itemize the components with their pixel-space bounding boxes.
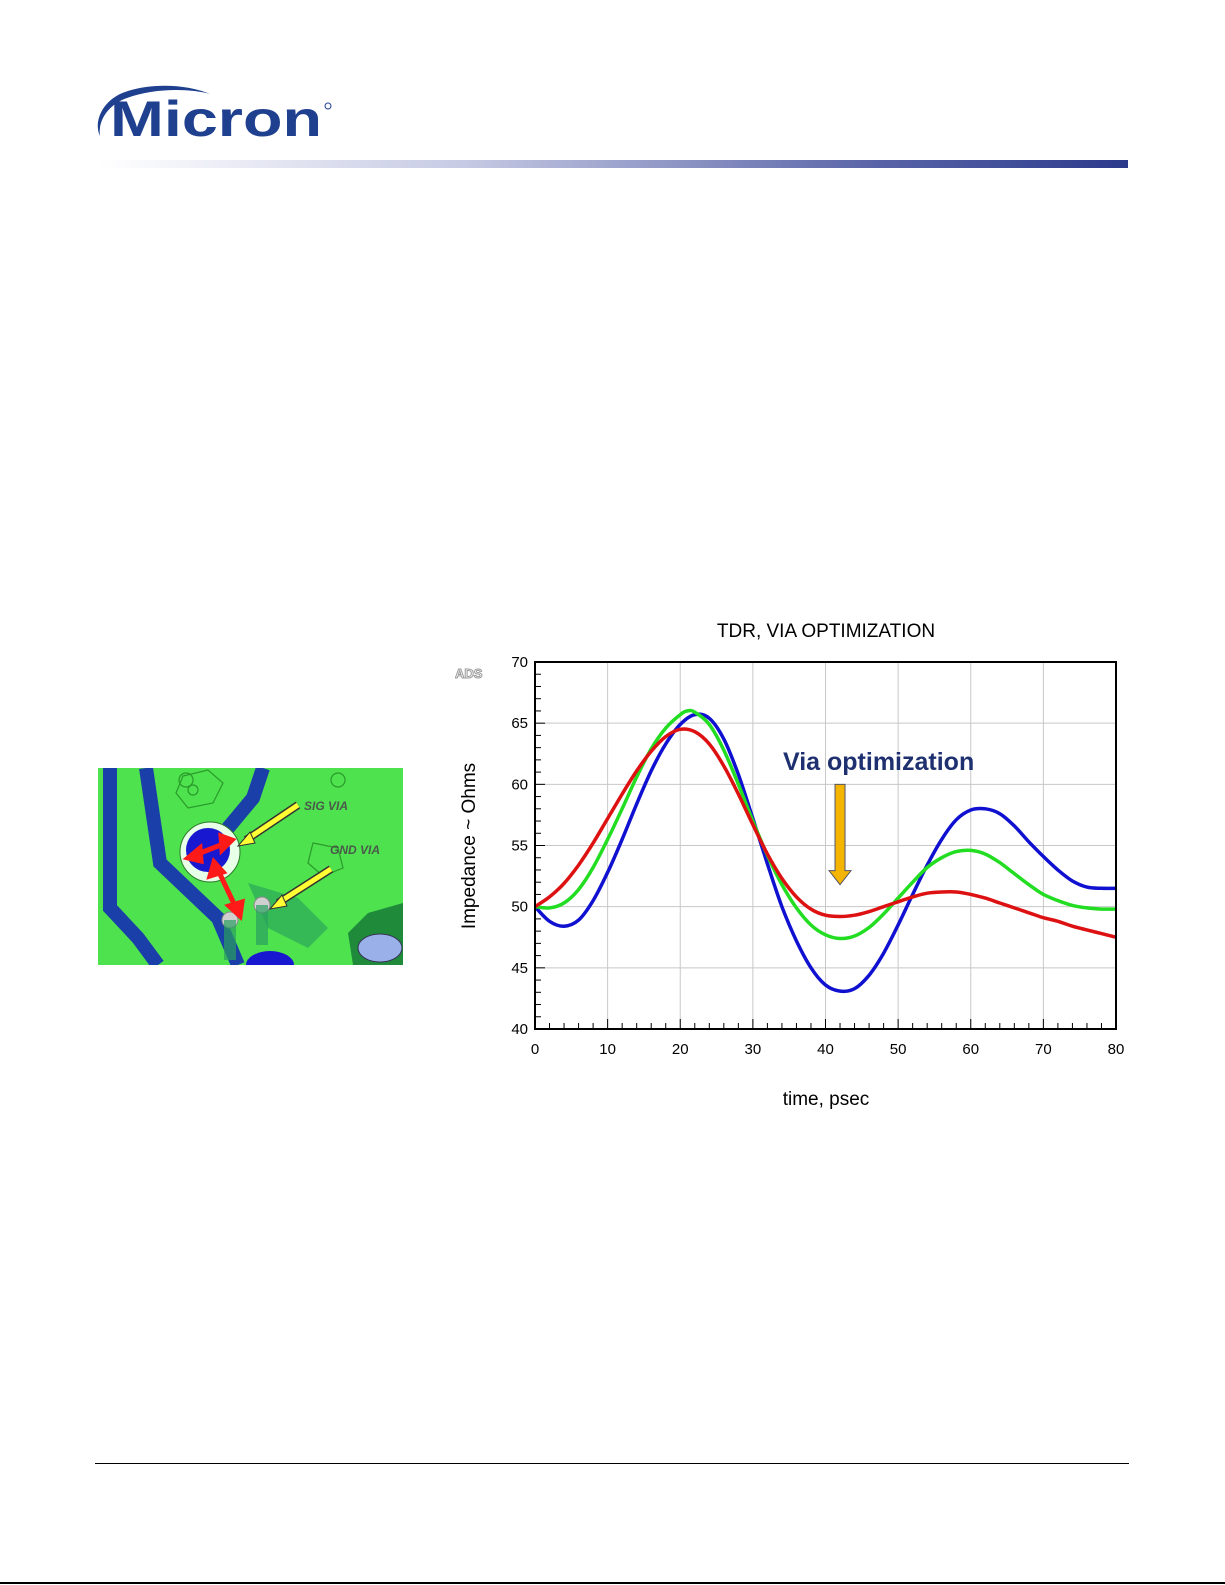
y-tick-label-6: 70 (511, 654, 528, 671)
logo-wordmark: Micron (110, 91, 322, 147)
chart-title: TDR, VIA OPTIMIZATION (717, 621, 935, 642)
pcb-pads (175, 769, 346, 877)
y-tick-label-1: 45 (511, 960, 528, 977)
chart-y-label: Impedance ~ Ohms (459, 763, 480, 929)
series-line-2 (533, 727, 1117, 939)
header-gradient-rule (100, 160, 1128, 168)
series-line-1 (534, 708, 1117, 941)
chart-y-tick-labels: 40 45 50 55 60 65 70 (511, 654, 528, 1038)
y-tick-label-3: 55 (511, 838, 528, 855)
x-tick-label-5: 50 (890, 1041, 907, 1058)
gnd-via-label: GND VIA (330, 843, 380, 857)
annotation-text: Via optimization (783, 748, 974, 776)
x-tick-label-4: 40 (817, 1041, 834, 1058)
chart-plot-frame (534, 661, 1117, 1030)
page-bottom-rule (0, 1582, 1225, 1584)
series-line-0 (533, 712, 1117, 994)
logo-swoosh (97, 85, 210, 136)
x-tick-label-0: 0 (531, 1041, 539, 1058)
tdr-chart: TDR, VIA OPTIMIZATION ADS 40 45 50 55 60 65 70… (455, 621, 1125, 1110)
pcb-via-bottom (246, 951, 294, 965)
gnd-via-1-barrel (224, 920, 236, 960)
chart-x-label: time, psec (783, 1089, 870, 1110)
x-tick-label-1: 10 (599, 1041, 616, 1058)
pcb-via-right (357, 933, 403, 963)
x-tick-label-3: 30 (745, 1041, 762, 1058)
pcb-via-image: SIG VIA GND VIA (98, 768, 403, 965)
gnd-via-2-barrel (256, 905, 268, 945)
callout-arrows (236, 801, 334, 910)
x-tick-label-8: 80 (1108, 1041, 1125, 1058)
y-tick-label-4: 60 (511, 776, 528, 793)
annotation-down-arrow (827, 783, 853, 886)
y-tick-label-0: 40 (511, 1021, 528, 1038)
registered-mark (324, 102, 332, 110)
x-tick-label-6: 60 (962, 1041, 979, 1058)
sig-via-label: SIG VIA (304, 799, 348, 813)
footer-rule (95, 1463, 1129, 1464)
x-tick-label-2: 20 (672, 1041, 689, 1058)
pcb-trace-left (103, 768, 164, 965)
y-tick-label-5: 65 (511, 715, 528, 732)
chart-watermark: ADS (455, 666, 483, 681)
chart-series (533, 708, 1117, 994)
chart-annotation: Via optimization (783, 748, 974, 886)
micron-logo: Micron (97, 85, 332, 147)
clearance-arrows (182, 832, 246, 922)
chart-grid (534, 661, 1117, 1030)
x-tick-label-7: 70 (1035, 1041, 1052, 1058)
y-tick-label-2: 50 (511, 899, 528, 916)
chart-x-tick-labels: 0 10 20 30 40 50 60 70 80 (531, 1041, 1125, 1058)
